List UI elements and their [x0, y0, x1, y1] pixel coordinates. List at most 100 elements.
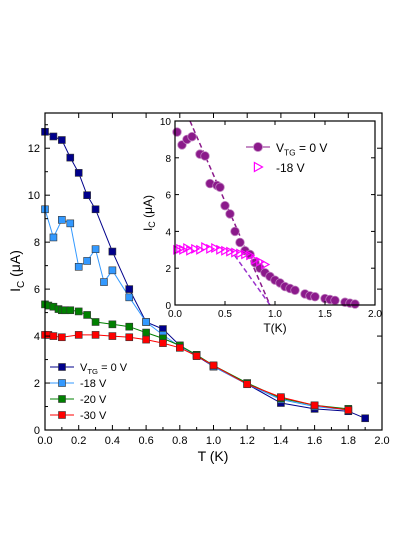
- inset-data-point: [196, 244, 206, 255]
- main-legend-label: VTG = 0 V: [80, 362, 128, 376]
- main-data-point: [66, 153, 75, 162]
- inset-data-point: [330, 295, 340, 306]
- main-data-point: [176, 344, 184, 352]
- main-data-point: [49, 332, 58, 340]
- main-legend-marker: [58, 395, 66, 403]
- main-x-tick-label: 0.8: [172, 435, 187, 447]
- main-data-point: [108, 332, 117, 340]
- inset-data-point: [206, 243, 216, 254]
- main-legend-marker: [58, 411, 66, 419]
- inset-data-point: [350, 299, 360, 309]
- main-axes: 0.0 0.2 0.4 0.6 0.8 1.0 1.2 1.4 1.6 1.8 2.0 0 2 4 6 8 10…: [28, 113, 390, 447]
- inset-y-tick-label: 8: [165, 154, 171, 165]
- inset-data-point: [200, 151, 210, 161]
- main-x-axis-label: T (K): [198, 448, 229, 464]
- inset-y-tick-label: 2: [165, 264, 171, 275]
- inset-data-point: [290, 285, 300, 295]
- inset-x-axis-label: T(K): [263, 321, 286, 335]
- inset-x-tick-label: 2.0: [368, 309, 382, 320]
- main-y-tick-label: 12: [28, 143, 40, 155]
- main-data-point: [91, 245, 100, 253]
- main-data-point: [142, 318, 150, 326]
- main-y-tick-label: 2: [34, 378, 40, 390]
- main-data-point: [74, 169, 83, 177]
- inset-y-tick-label: 0: [165, 301, 171, 312]
- inset-data-point: [310, 292, 320, 302]
- main-data-point: [100, 278, 108, 286]
- inset-data-point: [186, 245, 196, 256]
- inset-data-point: [221, 245, 231, 256]
- main-x-tick-label: 0.0: [37, 435, 52, 447]
- inset-legend-label: VTG = 0 V: [276, 141, 327, 157]
- main-data-point: [142, 335, 150, 344]
- inset-y-axis-label: IC (μA): [141, 195, 157, 231]
- inset-data-point: [236, 248, 246, 259]
- inset-data-point: [220, 200, 230, 211]
- main-legend-marker: [58, 363, 66, 371]
- inset-y-tick-label: 10: [160, 117, 172, 128]
- main-data-point: [209, 361, 218, 370]
- main-data-point: [74, 307, 83, 316]
- inset-data-point: [172, 127, 182, 137]
- main-y-axis-label: IC (μA): [7, 250, 27, 292]
- main-x-tick-label: 1.0: [206, 435, 221, 447]
- main-data-point: [91, 205, 100, 214]
- inset-data-point: [261, 259, 271, 270]
- inset-x-tick-label: 0.5: [218, 309, 232, 320]
- inset-data-point: [256, 256, 266, 267]
- main-data-point: [83, 311, 91, 319]
- main-data-point: [91, 331, 100, 339]
- inset-data-point: [251, 254, 261, 265]
- main-y-tick-label: 6: [34, 284, 40, 296]
- main-data-point: [125, 285, 134, 293]
- main-data-point: [83, 191, 91, 199]
- inset-data-point: [201, 242, 211, 253]
- main-data-point: [125, 293, 134, 302]
- main-x-tick-label: 0.2: [71, 435, 86, 447]
- main-x-tick-label: 1.4: [273, 435, 288, 447]
- inset-data-point: [211, 242, 221, 253]
- main-chart: 0.0 0.2 0.4 0.6 0.8 1.0 1.2 1.4 1.6 1.8 2.0 0 2 4 6 8 10…: [7, 112, 390, 464]
- main-data-point: [58, 333, 66, 342]
- main-data-point: [108, 247, 117, 256]
- main-x-tick-label: 1.8: [341, 435, 356, 447]
- main-data-point: [108, 320, 117, 329]
- main-y-tick-label: 0: [34, 425, 40, 437]
- main-data-point: [58, 216, 66, 224]
- main-data-point: [49, 132, 58, 141]
- main-x-tick-label: 1.2: [240, 435, 255, 447]
- inset-background: [175, 121, 375, 305]
- main-y-tick-label: 10: [28, 190, 40, 202]
- main-data-point: [344, 406, 353, 414]
- main-data-point: [66, 306, 75, 315]
- main-data-point: [192, 352, 201, 360]
- main-data-point: [83, 257, 91, 265]
- inset-data-point: [230, 226, 240, 237]
- main-data-point: [142, 328, 150, 337]
- main-legend-label: -30 V: [80, 410, 107, 422]
- main-data-point: [361, 414, 369, 423]
- inset-y-tick-label: 6: [165, 191, 171, 202]
- inset-data-point: [231, 247, 241, 258]
- inset-legend-label: -18 V: [276, 161, 305, 175]
- inset-x-tick-label: 1.0: [268, 309, 282, 320]
- inset-data-point: [235, 237, 245, 248]
- inset-data-point: [225, 209, 235, 219]
- main-data-point: [74, 263, 83, 271]
- main-x-tick-label: 2.0: [374, 435, 389, 447]
- main-data-point: [310, 401, 319, 410]
- main-x-tick-label: 0.4: [105, 435, 120, 447]
- inset-y-tick-label: 4: [165, 227, 171, 238]
- main-data-point: [49, 233, 58, 242]
- inset-data-point: [226, 246, 236, 257]
- main-data-point: [66, 219, 75, 228]
- inset-chart: 0.0 0.5 1.0 1.5 2.0 0 2 4 6 8 10 IC (μA) T(K) VTG …: [141, 117, 382, 335]
- main-data-point: [125, 333, 134, 342]
- main-data-point: [125, 322, 134, 331]
- inset-data-point: [215, 182, 225, 192]
- main-legend-label: -18 V: [80, 378, 107, 390]
- inset-data-point: [191, 243, 201, 254]
- inset-x-tick-label: 0.0: [168, 309, 182, 320]
- main-y-tick-label: 4: [34, 331, 40, 343]
